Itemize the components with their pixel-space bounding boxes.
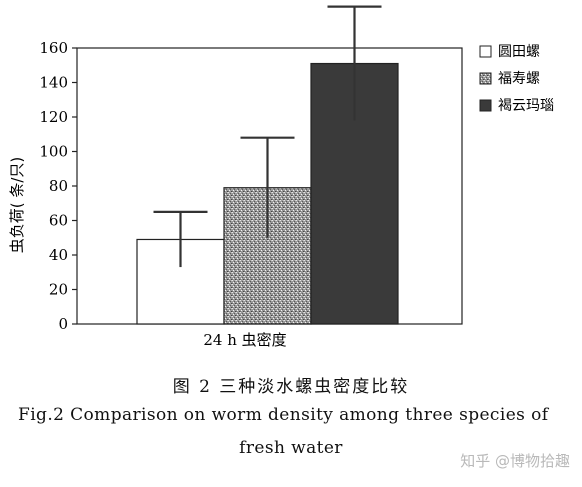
- figure-caption-en-line2: fresh water: [239, 438, 343, 458]
- legend-label-1: 福寿螺: [498, 70, 540, 87]
- figure-caption-en-line1: Fig.2 Comparison on worm density among t…: [18, 405, 549, 425]
- y-tick-label: 60: [49, 212, 68, 230]
- x-category-label: 24 h 虫密度: [203, 331, 286, 349]
- bar-chart: 0 20 40 60 80 100 120 140 160 24 h 虫密度 虫负荷( 条/只)…: [8, 5, 554, 349]
- y-tick-label: 0: [58, 315, 68, 333]
- y-tick-label: 140: [39, 74, 68, 92]
- figure-caption-cn: 图 2 三种淡水螺虫密度比较: [172, 377, 410, 397]
- legend-swatch-1: [479, 72, 492, 85]
- legend: 圆田螺 福寿螺 褐云玛瑙: [479, 44, 554, 114]
- error-bars: [153, 5, 382, 268]
- y-tick-label: 160: [39, 39, 68, 57]
- legend-swatch-0: [479, 45, 492, 58]
- legend-label-0: 圆田螺: [498, 44, 540, 60]
- watermark: 知乎 @博物拾趣: [460, 452, 570, 470]
- y-tick-label: 40: [49, 246, 68, 264]
- y-tick-label: 100: [39, 143, 68, 161]
- y-tick-label: 120: [39, 108, 68, 126]
- y-axis-label: 虫负荷( 条/只): [8, 157, 26, 254]
- y-axis-ticks: 0 20 40 60 80 100 120 140 160: [39, 39, 77, 333]
- legend-label-2: 褐云玛瑙: [498, 98, 554, 114]
- legend-swatch-2: [479, 99, 492, 112]
- y-tick-label: 80: [49, 177, 68, 195]
- y-tick-label: 20: [49, 281, 68, 299]
